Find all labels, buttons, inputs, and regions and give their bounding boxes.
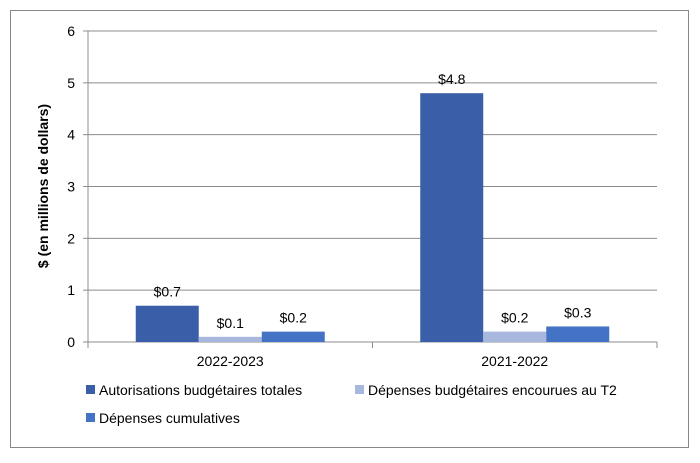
data-labels: $0.7 $0.1 $0.2 $4.8 $0.2 $0.3 xyxy=(154,71,592,331)
data-label: $0.3 xyxy=(564,304,591,320)
data-label: $0.2 xyxy=(280,310,307,326)
legend-swatch xyxy=(355,385,364,394)
legend-label: Autorisations budgétaires totales xyxy=(99,382,302,398)
legend-label: Dépenses cumulatives xyxy=(99,410,240,426)
y-tick-label: 0 xyxy=(67,334,75,350)
y-tick-label: 2 xyxy=(67,230,75,246)
gridlines xyxy=(88,30,657,291)
bars xyxy=(135,93,610,342)
y-axis-ticks: 0 1 2 3 4 5 6 xyxy=(67,23,75,350)
x-tick-label: 2021-2022 xyxy=(481,353,548,369)
legend-swatch xyxy=(86,385,95,394)
bar xyxy=(420,93,484,342)
bar xyxy=(483,331,547,342)
data-label: $0.2 xyxy=(501,310,528,326)
data-label: $4.8 xyxy=(438,71,465,87)
y-tick-label: 3 xyxy=(67,179,75,195)
bar xyxy=(135,305,199,342)
legend-swatch xyxy=(86,413,95,422)
data-label: $0.7 xyxy=(154,284,181,300)
axes xyxy=(83,30,658,348)
bar xyxy=(198,336,262,342)
y-tick-label: 4 xyxy=(67,127,75,143)
data-label: $0.1 xyxy=(217,315,244,331)
bar xyxy=(546,326,610,342)
y-tick-label: 1 xyxy=(67,282,75,298)
x-tick-label: 2022-2023 xyxy=(197,353,264,369)
legend: Autorisations budgétaires totales Dépense… xyxy=(86,382,617,426)
y-tick-label: 5 xyxy=(67,75,75,91)
bar xyxy=(261,331,325,342)
y-axis-label: $ (en millions de dollars) xyxy=(35,104,51,268)
legend-label: Dépenses budgétaires encourues au T2 xyxy=(368,382,617,398)
x-axis-ticks: 2022-2023 2021-2022 xyxy=(197,353,549,369)
y-tick-label: 6 xyxy=(67,23,75,39)
